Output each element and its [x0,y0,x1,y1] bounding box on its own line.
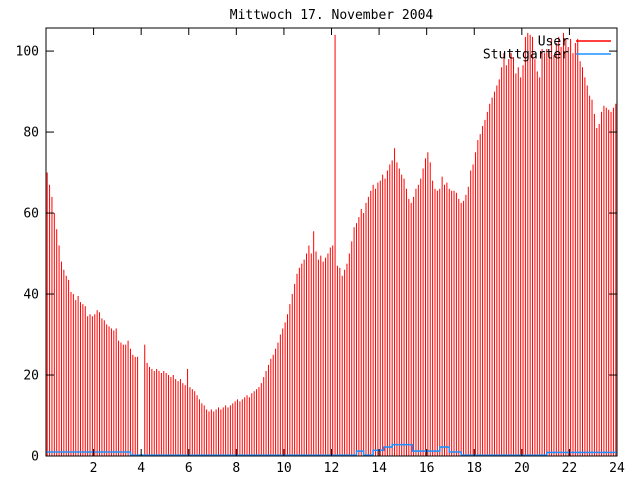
y-tick-label: 60 [23,207,39,222]
x-tick-label: 8 [232,461,240,476]
x-tick-label: 18 [466,461,482,476]
x-tick-label: 22 [562,461,578,476]
x-tick-label: 14 [371,461,387,476]
chart-title: Mittwoch 17. November 2004 [230,8,434,23]
y-tick-label: 0 [31,450,39,465]
plot-border-and-ticks [45,27,618,457]
legend-label-user: User [538,35,569,50]
x-tick-label: 16 [419,461,435,476]
x-tick-label: 6 [185,461,193,476]
x-axis-labels: 2 4 6 8 10 12 14 16 18 20 22 24 [90,461,625,476]
user-series-bars [46,32,617,456]
y-tick-label: 100 [16,45,39,60]
plot-border [45,27,618,457]
y-tick-label: 40 [23,288,39,303]
y-tick-label: 80 [23,126,39,141]
x-tick-label: 10 [276,461,292,476]
legend-label-stuttgarter: Stuttgarter [483,48,569,63]
x-tick-label: 2 [90,461,98,476]
x-tick-label: 20 [514,461,530,476]
x-tick-label: 24 [609,461,625,476]
x-tick-label: 12 [324,461,340,476]
y-axis-labels: 0 20 40 60 80 100 [16,45,39,465]
stuttgarter-series-line [46,443,617,457]
y-tick-label: 20 [23,369,39,384]
x-tick-label: 4 [137,461,145,476]
